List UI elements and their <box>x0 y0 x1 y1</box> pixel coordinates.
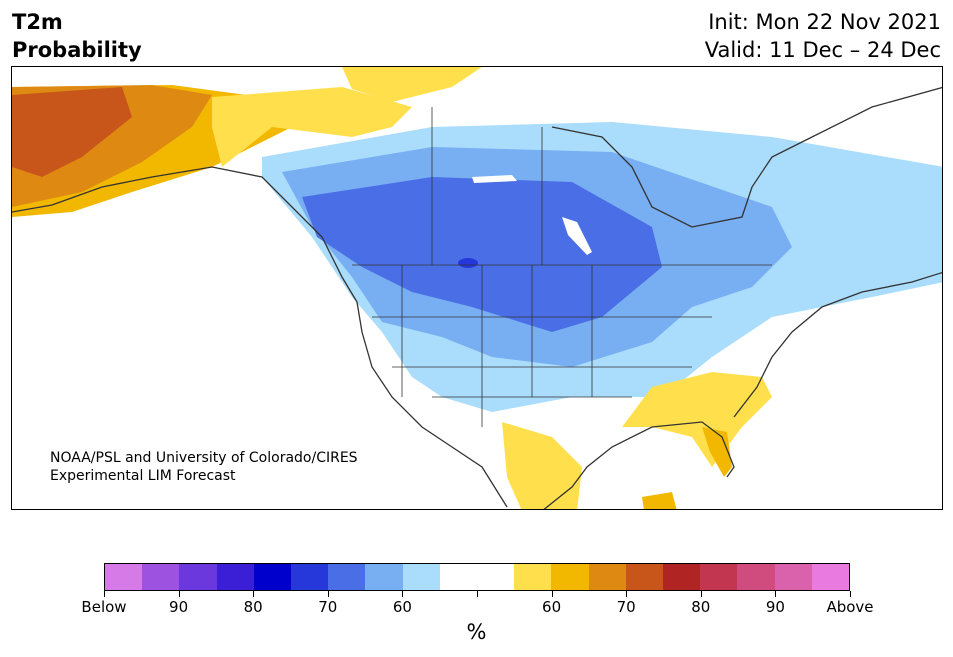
region-alaska-dark-orange <box>12 87 132 177</box>
region-dark-blue <box>458 258 478 268</box>
colorbar-segment <box>700 564 738 590</box>
credit-line-1: NOAA/PSL and University of Colorado/CIRE… <box>50 450 358 466</box>
credit-text: NOAA/PSL and University of Colorado/CIRE… <box>50 449 358 485</box>
colorbar-tick <box>178 591 180 597</box>
region-arctic-yellow <box>342 67 482 102</box>
colorbar-segment <box>105 564 143 590</box>
colorbar-tick-label: 80 <box>243 598 263 616</box>
region-florida-gold <box>702 427 732 477</box>
colorbar-tick-label: 60 <box>392 598 412 616</box>
coastlines <box>12 86 942 509</box>
colorbar-tick-label: Above <box>826 598 874 616</box>
map-title: T2m Probability <box>12 8 142 64</box>
colorbar-tick-label: Below <box>81 598 127 616</box>
colorbar-tick <box>850 591 851 597</box>
colorbar-tick <box>253 591 255 597</box>
region-mexico-yellow <box>502 422 582 509</box>
colorbar-segment <box>625 564 664 590</box>
colorbar-tick <box>104 591 105 597</box>
colorbar-tick <box>700 591 702 597</box>
colorbar-segment <box>774 564 812 590</box>
colorbar-segment <box>737 564 775 590</box>
colorbar-ticks <box>104 591 851 597</box>
colorbar-segment <box>291 564 329 590</box>
forecast-dates: Init: Mon 22 Nov 2021 Valid: 11 Dec – 24… <box>705 8 941 64</box>
colorbar-segment <box>811 564 850 590</box>
colorbar-tick-labels: Below 90 80 70 60 60 70 80 90 Above <box>81 598 873 618</box>
lake-winnipeg <box>562 217 592 255</box>
map-canvas <box>12 67 942 509</box>
region-mid-blue <box>302 177 662 332</box>
colorbar-segment <box>328 564 366 590</box>
colorbar-segment <box>402 564 440 590</box>
forecast-map: NOAA/PSL and University of Colorado/CIRE… <box>11 66 943 510</box>
region-yukon-yellow <box>212 87 412 167</box>
lake-great-slave <box>472 175 517 183</box>
title-line-1: T2m <box>12 10 63 34</box>
colorbar-segment <box>514 564 552 590</box>
credit-line-2: Experimental LIM Forecast <box>50 468 236 484</box>
region-southeast-yellow <box>622 372 772 467</box>
colorbar-segment <box>216 564 254 590</box>
colorbar-tick-label: 70 <box>318 598 338 616</box>
colorbar-tick <box>551 591 553 597</box>
colorbar-tick-label: 60 <box>542 598 562 616</box>
colorbar-segment <box>142 564 180 590</box>
colorbar-segment <box>179 564 217 590</box>
colorbar-tick <box>477 591 478 597</box>
colorbar-segment <box>253 564 292 590</box>
colorbar-tick <box>327 591 329 597</box>
region-cuba-gold <box>642 492 677 509</box>
colorbar-tick-label: 90 <box>169 598 189 616</box>
colorbar-segment <box>663 564 701 590</box>
colorbar-tick <box>402 591 404 597</box>
colorbar-tick-label: 70 <box>616 598 636 616</box>
colorbar-tick-label: 80 <box>691 598 711 616</box>
colorbar-segment <box>551 564 589 590</box>
title-line-2: Probability <box>12 38 142 62</box>
valid-range: Valid: 11 Dec – 24 Dec <box>704 38 941 62</box>
colorbar <box>104 563 850 591</box>
init-date: Init: Mon 22 Nov 2021 <box>708 10 941 34</box>
colorbar-tick <box>775 591 777 597</box>
colorbar-segment <box>439 564 478 590</box>
colorbar-segment <box>588 564 626 590</box>
colorbar-unit-label: % <box>466 620 487 644</box>
political-borders <box>352 107 772 427</box>
colorbar-tick <box>626 591 628 597</box>
colorbar-segment <box>365 564 403 590</box>
colorbar-segment <box>477 564 515 590</box>
colorbar-tick-label: 90 <box>765 598 785 616</box>
